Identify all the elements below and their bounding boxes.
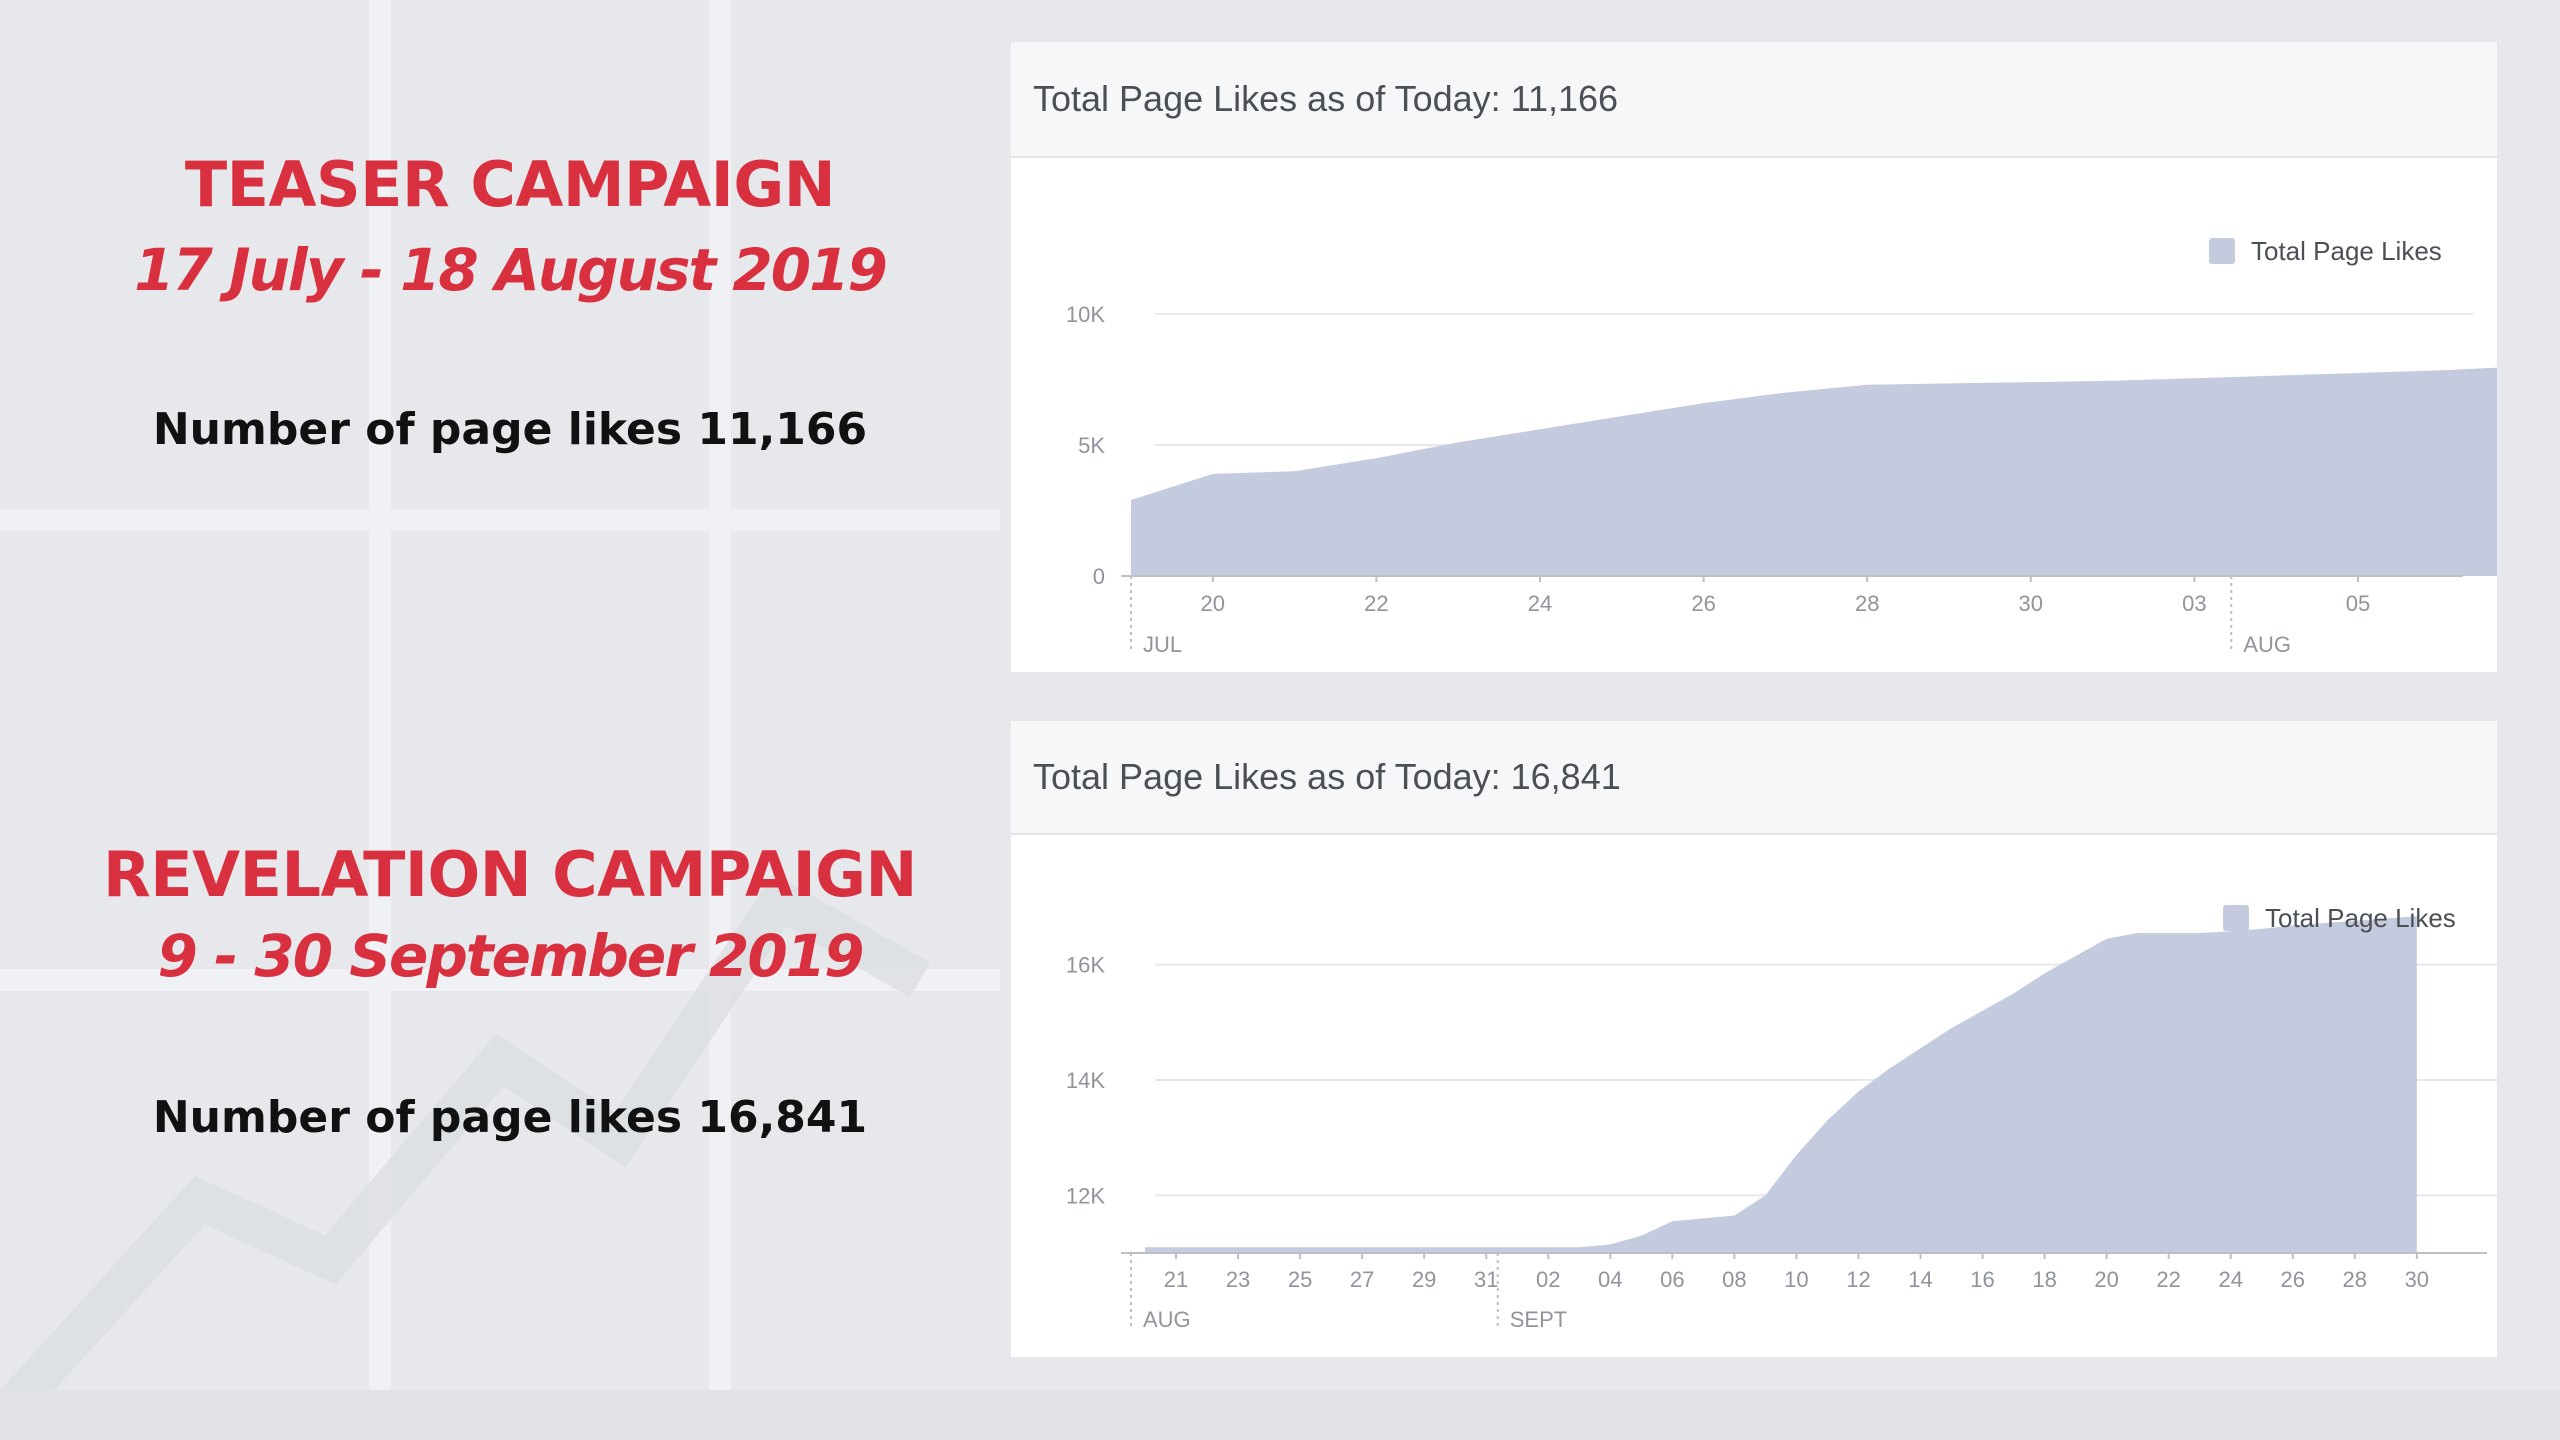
x-tick-label: 30	[2019, 591, 2043, 616]
x-tick-label: 08	[1722, 1267, 1746, 1292]
x-tick-label: 20	[2094, 1267, 2118, 1292]
chart-header: Total Page Likes as of Today: 16,841	[1011, 721, 2497, 835]
x-month-label: JUL	[1143, 632, 1182, 657]
chart-title: Total Page Likes as of Today: 16,841	[1033, 756, 1621, 797]
y-tick-label: 10K	[1066, 302, 1105, 327]
chart-title: Total Page Likes as of Today: 11,166	[1033, 78, 1619, 119]
legend-label: Total Page Likes	[2251, 236, 2442, 266]
x-tick-label: 22	[1364, 591, 1388, 616]
x-tick-label: 18	[2032, 1267, 2056, 1292]
x-tick-label: 14	[1908, 1267, 1932, 1292]
x-tick-label: 29	[1412, 1267, 1436, 1292]
teaser-likes-chart: 05K10K2022242628300305070911131517JULAUG…	[1066, 236, 2497, 657]
y-tick-label: 14K	[1066, 1068, 1105, 1093]
legend-swatch	[2223, 905, 2249, 931]
y-tick-label: 12K	[1066, 1183, 1105, 1208]
chart-header: Total Page Likes as of Today: 11,166	[1011, 42, 2497, 158]
x-tick-label: 05	[2346, 591, 2370, 616]
x-tick-label: 16	[1970, 1267, 1994, 1292]
revelation-campaign-dates: 9 - 30 September 2019	[157, 922, 865, 990]
x-tick-label: 28	[2343, 1267, 2367, 1292]
x-tick-label: 20	[1201, 591, 1225, 616]
x-tick-label: 04	[1598, 1267, 1622, 1292]
legend-label: Total Page Likes	[2265, 903, 2456, 933]
x-tick-label: 31	[1474, 1267, 1498, 1292]
x-tick-label: 06	[1660, 1267, 1684, 1292]
x-tick-label: 23	[1226, 1267, 1250, 1292]
x-month-label: AUG	[1143, 1307, 1191, 1332]
x-month-label: SEPT	[1510, 1307, 1567, 1332]
x-tick-label: 26	[2280, 1267, 2304, 1292]
revelation-likes-count: Number of page likes 16,841	[152, 1092, 868, 1143]
x-tick-label: 24	[1528, 591, 1552, 616]
revelation-likes-chart: 12K 14K 16K 21 23 25 27 29 31 02 04 06 08 10 12 14 16 18 2…	[1066, 903, 2497, 1332]
teaser-campaign-title: TEASER CAMPAIGN	[184, 148, 836, 221]
x-tick-label: 03	[2182, 591, 2206, 616]
likes-area-series	[1145, 916, 2417, 1253]
x-tick-label: 25	[1288, 1267, 1312, 1292]
likes-area-series	[1131, 367, 2497, 576]
y-tick-label: 5K	[1078, 433, 1105, 458]
x-tick-label: 22	[2156, 1267, 2180, 1292]
x-month-label: AUG	[2243, 632, 2291, 657]
teaser-chart-panel: Total Page Likes as of Today: 11,166 0 5K…	[1011, 42, 2497, 672]
x-tick-label: 24	[2218, 1267, 2242, 1292]
y-tick-label: 16K	[1066, 953, 1105, 978]
x-tick-label: 10	[1784, 1267, 1808, 1292]
teaser-campaign-dates: 17 July - 18 August 2019	[134, 236, 888, 304]
revelation-chart-panel: Total Page Likes as of Today: 16,841 12K…	[1011, 721, 2497, 1357]
x-tick-label: 12	[1846, 1267, 1870, 1292]
legend-swatch	[2209, 238, 2235, 264]
revelation-campaign-title: REVELATION CAMPAIGN	[103, 838, 917, 911]
teaser-likes-count: Number of page likes 11,166	[152, 404, 868, 455]
x-tick-label: 26	[1691, 591, 1715, 616]
x-tick-label: 02	[1536, 1267, 1560, 1292]
x-tick-label: 30	[2405, 1267, 2429, 1292]
x-tick-label: 21	[1164, 1267, 1188, 1292]
x-tick-label: 27	[1350, 1267, 1374, 1292]
y-tick-label: 0	[1093, 564, 1105, 589]
x-tick-label: 28	[1855, 591, 1879, 616]
